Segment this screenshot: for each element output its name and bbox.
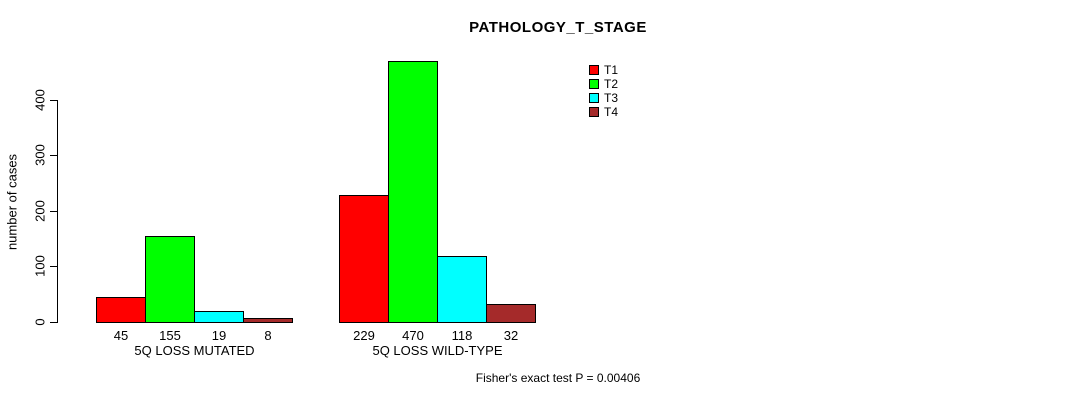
y-axis-tick	[50, 322, 57, 323]
legend: T1 T2 T3 T4	[589, 63, 618, 119]
legend-swatch-t3	[589, 93, 599, 103]
legend-row: T1	[589, 63, 618, 77]
bar-value-label: 470	[402, 328, 424, 343]
legend-label: T1	[604, 63, 619, 77]
legend-swatch-t4	[589, 107, 599, 117]
legend-swatch-t2	[589, 79, 599, 89]
y-axis-line	[57, 100, 58, 323]
bar-t3-group1	[194, 311, 244, 323]
legend-label: T2	[604, 77, 619, 91]
bar-value-label: 8	[264, 328, 272, 343]
y-axis-tick-label: 400	[32, 89, 48, 111]
bar-t3-group2	[437, 256, 487, 323]
y-axis-tick	[50, 266, 57, 267]
y-axis-tick-label: 200	[32, 200, 48, 222]
bar-t1-group2	[339, 195, 389, 323]
legend-label: T3	[604, 91, 619, 105]
legend-row: T4	[589, 105, 618, 119]
y-axis-tick	[50, 100, 57, 101]
bar-value-label: 229	[353, 328, 375, 343]
stat-annotation: Fisher's exact test P = 0.00406	[475, 371, 641, 385]
chart-title: PATHOLOGY_T_STAGE	[469, 19, 647, 36]
y-axis-tick-label: 300	[32, 144, 48, 166]
bar-value-label: 32	[503, 328, 519, 343]
bar-value-label: 118	[451, 328, 473, 343]
bar-t4-group2	[486, 304, 536, 323]
bar-value-label: 45	[113, 328, 129, 343]
legend-swatch-t1	[589, 65, 599, 75]
x-group-label: 5Q LOSS MUTATED	[134, 343, 255, 358]
y-axis-tick	[50, 155, 57, 156]
bar-t2-group1	[145, 236, 195, 323]
bar-value-label: 19	[211, 328, 227, 343]
bar-value-label: 155	[159, 328, 181, 343]
y-axis-tick-label: 100	[32, 255, 48, 277]
legend-row: T3	[589, 91, 618, 105]
legend-row: T2	[589, 77, 618, 91]
x-group-label: 5Q LOSS WILD-TYPE	[372, 343, 503, 358]
y-axis-tick-label: 0	[32, 318, 48, 326]
bar-t4-group1	[243, 318, 293, 323]
bar-t2-group2	[388, 61, 438, 323]
y-axis-tick	[50, 211, 57, 212]
bar-t1-group1	[96, 297, 146, 323]
legend-label: T4	[604, 105, 619, 119]
